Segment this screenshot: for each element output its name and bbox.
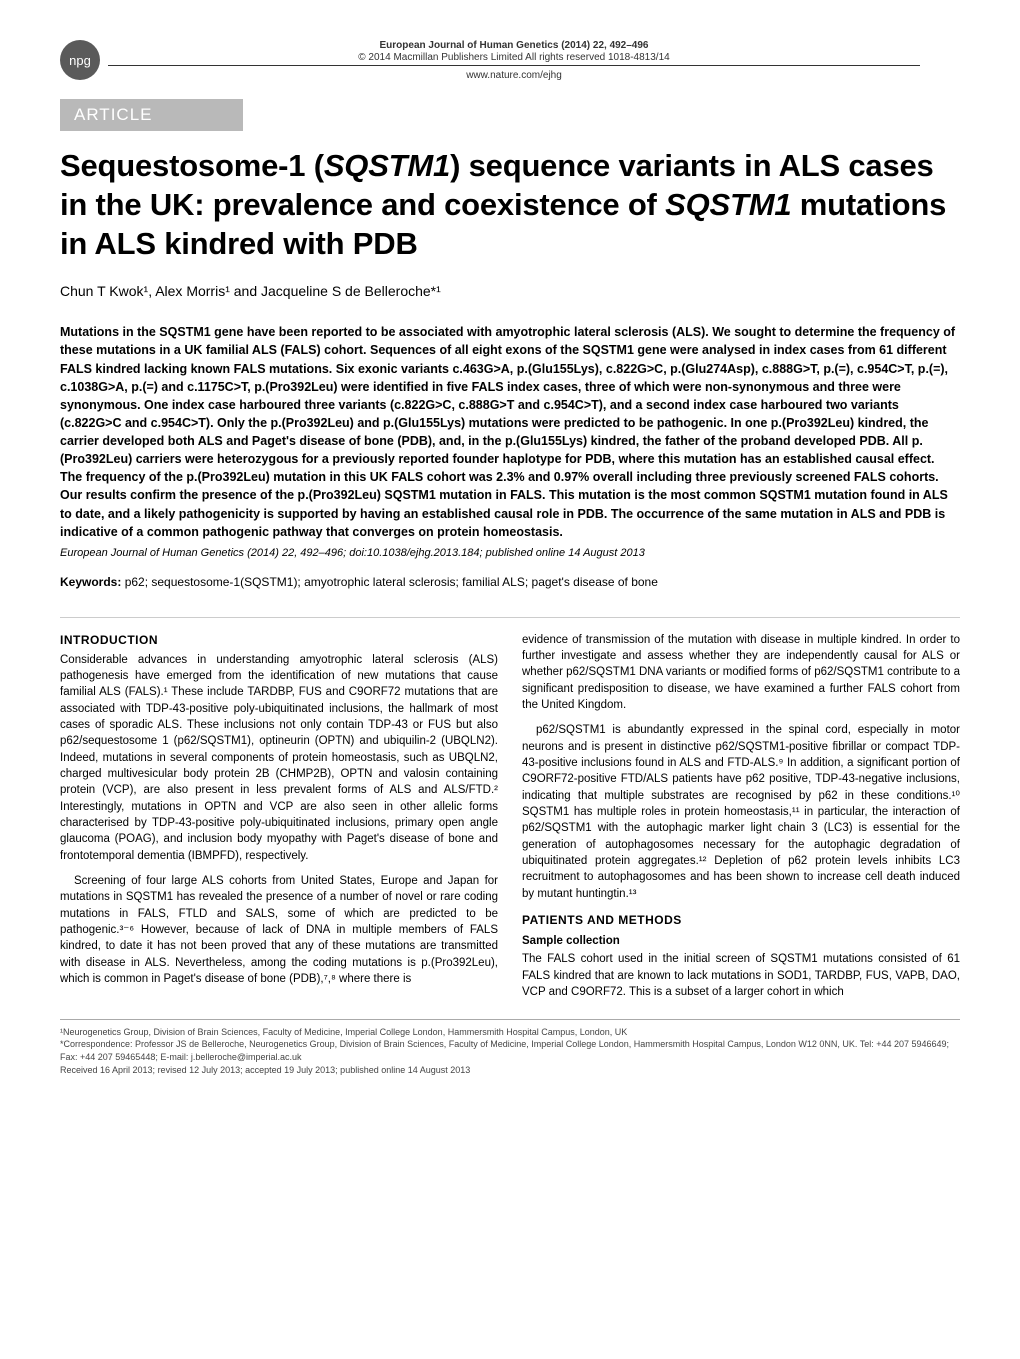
journal-url: www.nature.com/ejhg — [108, 70, 920, 81]
footer-dates: Received 16 April 2013; revised 12 July … — [60, 1064, 960, 1077]
header-rule — [108, 65, 920, 66]
journal-line: European Journal of Human Genetics (2014… — [108, 40, 920, 51]
abstract-citation: European Journal of Human Genetics (2014… — [60, 547, 960, 559]
intro-paragraph-4: p62/SQSTM1 is abundantly expressed in th… — [522, 722, 960, 902]
article-type-tag: ARTICLE — [60, 99, 243, 131]
footer-affiliation: ¹Neurogenetics Group, Division of Brain … — [60, 1026, 960, 1039]
intro-paragraph-2: Screening of four large ALS cohorts from… — [60, 873, 498, 987]
keywords-text: p62; sequestosome-1(SQSTM1); amyotrophic… — [121, 575, 658, 589]
abstract-text: Mutations in the SQSTM1 gene have been r… — [60, 323, 960, 541]
methods-subheading: Sample collection — [522, 933, 960, 949]
copyright-line: © 2014 Macmillan Publishers Limited All … — [108, 52, 920, 63]
title-gene1: SQSTM1 — [324, 148, 450, 183]
body-columns: INTRODUCTION Considerable advances in un… — [60, 632, 960, 1003]
introduction-heading: INTRODUCTION — [60, 632, 498, 649]
authors-line: Chun T Kwok¹, Alex Morris¹ and Jacquelin… — [60, 283, 960, 299]
publisher-badge: npg — [60, 40, 100, 80]
methods-paragraph-1: The FALS cohort used in the initial scre… — [522, 951, 960, 1000]
footer-correspondence: *Correspondence: Professor JS de Bellero… — [60, 1038, 960, 1063]
intro-paragraph-3: evidence of transmission of the mutation… — [522, 632, 960, 714]
footer-rule — [60, 1019, 960, 1020]
article-title: Sequestosome-1 (SQSTM1) sequence variant… — [60, 147, 960, 263]
keywords-label: Keywords: — [60, 575, 121, 589]
methods-heading: PATIENTS AND METHODS — [522, 912, 960, 929]
page-header: npg European Journal of Human Genetics (… — [60, 40, 960, 81]
section-rule — [60, 617, 960, 618]
keywords-line: Keywords: p62; sequestosome-1(SQSTM1); a… — [60, 575, 960, 589]
title-pre: Sequestosome-1 ( — [60, 148, 324, 183]
title-gene2: SQSTM1 — [665, 187, 791, 222]
page-footer: ¹Neurogenetics Group, Division of Brain … — [60, 1026, 960, 1076]
intro-paragraph-1: Considerable advances in understanding a… — [60, 652, 498, 864]
header-meta: European Journal of Human Genetics (2014… — [108, 40, 920, 81]
